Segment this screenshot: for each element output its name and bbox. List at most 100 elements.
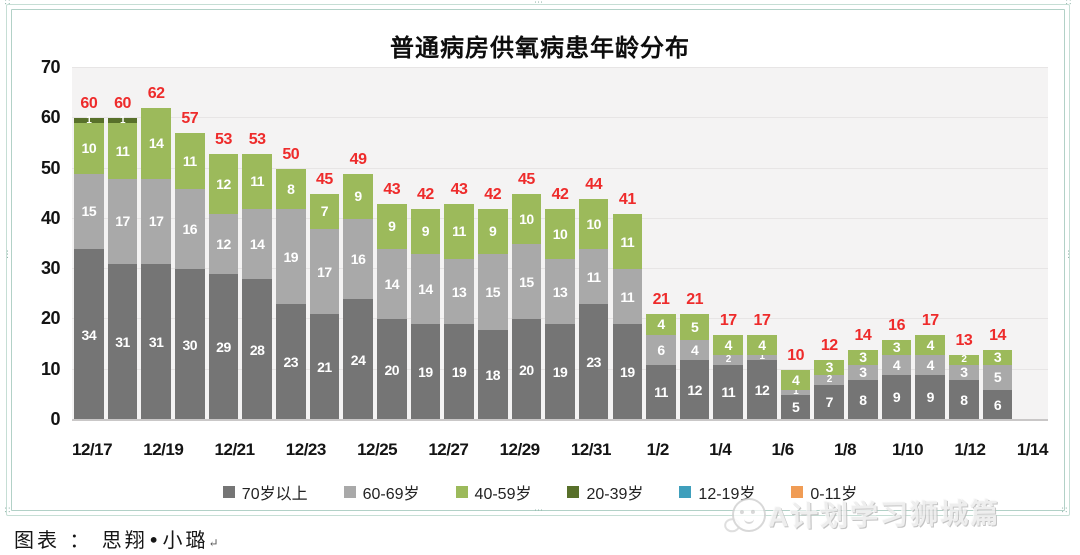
resize-handle-mid-left[interactable]: ⋮	[3, 249, 13, 259]
bar-12/19[interactable]: 31 17 14 62	[141, 68, 171, 420]
segment-70岁以上-1/8[interactable]: 7	[814, 384, 845, 420]
bar-1/13[interactable]: 6 5 3 14	[982, 68, 1013, 420]
segment-70岁以上-1/2[interactable]: 19	[612, 324, 643, 420]
segment-60-69岁-12/31[interactable]: 13	[545, 259, 575, 325]
segment-40-59岁-12/27[interactable]: 9	[410, 208, 441, 255]
segment-70岁以上-12/17[interactable]: 34	[74, 249, 104, 420]
bar-12/31[interactable]: 19 13 10 42	[545, 68, 575, 420]
legend-item-12-19岁[interactable]: 12-19岁	[679, 480, 755, 504]
segment-60-69岁-1/12[interactable]: 3	[949, 364, 979, 380]
segment-60-69岁-1/13[interactable]: 5	[982, 364, 1013, 390]
legend-item-20-39岁[interactable]: 20-39岁	[567, 480, 643, 504]
bar-12/25[interactable]: 24 16 9 49	[343, 68, 373, 420]
segment-70岁以上-12/19[interactable]: 31	[141, 264, 171, 420]
bar-1/1[interactable]: 23 11 10 44	[578, 68, 609, 420]
resize-handle-bottom-center[interactable]: ⋯	[534, 505, 544, 515]
segment-40-59岁-12/19[interactable]: 14	[141, 108, 171, 179]
bar-12/27[interactable]: 19 14 9 42	[410, 68, 441, 420]
segment-70岁以上-1/5[interactable]: 11	[713, 364, 744, 420]
segment-70岁以上-1/7[interactable]: 5	[780, 394, 811, 420]
resize-handle-mid-right[interactable]: ⋮	[1064, 249, 1074, 259]
segment-60-69岁-1/7[interactable]: 1	[780, 387, 811, 397]
segment-40-59岁-1/11[interactable]: 4	[915, 334, 946, 355]
segment-70岁以上-12/21[interactable]: 29	[208, 274, 239, 420]
legend-item-0-11岁[interactable]: 0-11岁	[791, 480, 857, 504]
bar-12/20[interactable]: 30 16 11 57	[174, 68, 205, 420]
bar-1/3[interactable]: 11 6 4 21	[646, 68, 676, 420]
resize-handle-top-right[interactable]: ∷	[1065, 0, 1073, 7]
segment-60-69岁-12/29[interactable]: 15	[477, 254, 508, 330]
segment-60-69岁-12/30[interactable]: 15	[511, 244, 542, 320]
bar-1/5[interactable]: 11 2 4 17	[713, 68, 744, 420]
chart-object-frame[interactable]	[6, 4, 1070, 516]
segment-40-59岁-12/22[interactable]: 11	[242, 153, 272, 209]
segment-60-69岁-12/27[interactable]: 14	[410, 254, 441, 325]
segment-40-59岁-12/30[interactable]: 10	[511, 193, 542, 245]
segment-60-69岁-12/21[interactable]: 12	[208, 213, 239, 275]
segment-40-59岁-1/7[interactable]: 4	[780, 369, 811, 390]
segment-60-69岁-1/1[interactable]: 11	[578, 249, 609, 305]
bar-1/2[interactable]: 19 11 11 41	[612, 68, 643, 420]
segment-60-69岁-12/23[interactable]: 19	[275, 208, 306, 305]
bar-1/7[interactable]: 5 1 4 10	[780, 68, 811, 420]
segment-40-59岁-1/3[interactable]: 4	[646, 314, 676, 335]
segment-70岁以上-12/20[interactable]: 30	[174, 269, 205, 420]
segment-70岁以上-12/31[interactable]: 19	[545, 324, 575, 420]
segment-40-59岁-1/10[interactable]: 3	[881, 339, 912, 355]
segment-40-59岁-1/1[interactable]: 10	[578, 198, 609, 250]
segment-20-39岁-12/18[interactable]: 1	[107, 115, 138, 125]
bar-12/21[interactable]: 29 12 12 53	[208, 68, 239, 420]
segment-40-59岁-1/8[interactable]: 3	[814, 359, 845, 375]
bar-12/30[interactable]: 20 15 10 45	[511, 68, 542, 420]
segment-40-59岁-1/5[interactable]: 4	[713, 334, 744, 355]
segment-60-69岁-1/3[interactable]: 6	[646, 334, 676, 365]
segment-70岁以上-12/29[interactable]: 18	[477, 329, 508, 420]
bar-1/4[interactable]: 12 4 5 21	[679, 68, 710, 420]
segment-40-59岁-1/6[interactable]: 4	[747, 334, 777, 355]
segment-60-69岁-1/11[interactable]: 4	[915, 354, 946, 375]
legend-item-60-69岁[interactable]: 60-69岁	[343, 480, 420, 504]
segment-70岁以上-1/4[interactable]: 12	[679, 359, 710, 420]
segment-40-59岁-12/25[interactable]: 9	[343, 173, 373, 219]
legend-item-70岁以上[interactable]: 70岁以上	[222, 480, 308, 504]
segment-70岁以上-1/13[interactable]: 6	[982, 389, 1013, 420]
segment-70岁以上-12/28[interactable]: 19	[444, 324, 474, 420]
segment-60-69岁-12/18[interactable]: 17	[107, 178, 138, 265]
segment-60-69岁-12/25[interactable]: 16	[343, 218, 373, 300]
segment-40-59岁-1/9[interactable]: 3	[848, 349, 878, 365]
segment-60-69岁-1/8[interactable]: 2	[814, 374, 845, 385]
segment-40-59岁-12/28[interactable]: 11	[444, 203, 474, 260]
segment-70岁以上-12/30[interactable]: 20	[511, 319, 542, 420]
bar-12/18[interactable]: 31 17 11 1 60	[107, 68, 138, 420]
bar-12/29[interactable]: 18 15 9 42	[477, 68, 508, 420]
segment-40-59岁-12/31[interactable]: 10	[545, 208, 575, 260]
segment-70岁以上-12/23[interactable]: 23	[275, 304, 306, 420]
bar-12/24[interactable]: 21 17 7 45	[309, 68, 340, 420]
segment-40-59岁-12/29[interactable]: 9	[477, 208, 508, 255]
segment-70岁以上-12/18[interactable]: 31	[107, 264, 138, 420]
segment-70岁以上-12/25[interactable]: 24	[343, 299, 373, 420]
segment-60-69岁-12/19[interactable]: 17	[141, 178, 171, 265]
bar-12/23[interactable]: 23 19 8 50	[275, 68, 306, 420]
segment-40-59岁-12/18[interactable]: 11	[107, 123, 138, 179]
resize-handle-bottom-left[interactable]: ∷	[4, 505, 12, 515]
segment-70岁以上-1/1[interactable]: 23	[578, 304, 609, 420]
segment-70岁以上-1/9[interactable]: 8	[848, 379, 878, 420]
bar-1/10[interactable]: 9 4 3 16	[881, 68, 912, 420]
segment-60-69岁-1/9[interactable]: 3	[848, 364, 878, 380]
segment-70岁以上-1/11[interactable]: 9	[915, 374, 946, 420]
segment-60-69岁-12/26[interactable]: 14	[376, 249, 407, 320]
segment-60-69岁-12/20[interactable]: 16	[174, 188, 205, 270]
bar-1/9[interactable]: 8 3 3 14	[848, 68, 878, 420]
segment-60-69岁-1/2[interactable]: 11	[612, 269, 643, 325]
bar-1/12[interactable]: 8 3 2 13	[949, 68, 979, 420]
segment-70岁以上-12/27[interactable]: 19	[410, 324, 441, 420]
bar-12/22[interactable]: 28 14 11 53	[242, 68, 272, 420]
segment-60-69岁-12/22[interactable]: 14	[242, 208, 272, 280]
segment-70岁以上-1/12[interactable]: 8	[949, 379, 979, 420]
legend-item-40-59岁[interactable]: 40-59岁	[455, 480, 531, 504]
segment-70岁以上-1/3[interactable]: 11	[646, 364, 676, 420]
resize-handle-top-left[interactable]: ∷	[4, 0, 12, 7]
bar-1/11[interactable]: 9 4 4 17	[915, 68, 946, 420]
segment-70岁以上-1/6[interactable]: 12	[747, 359, 777, 420]
